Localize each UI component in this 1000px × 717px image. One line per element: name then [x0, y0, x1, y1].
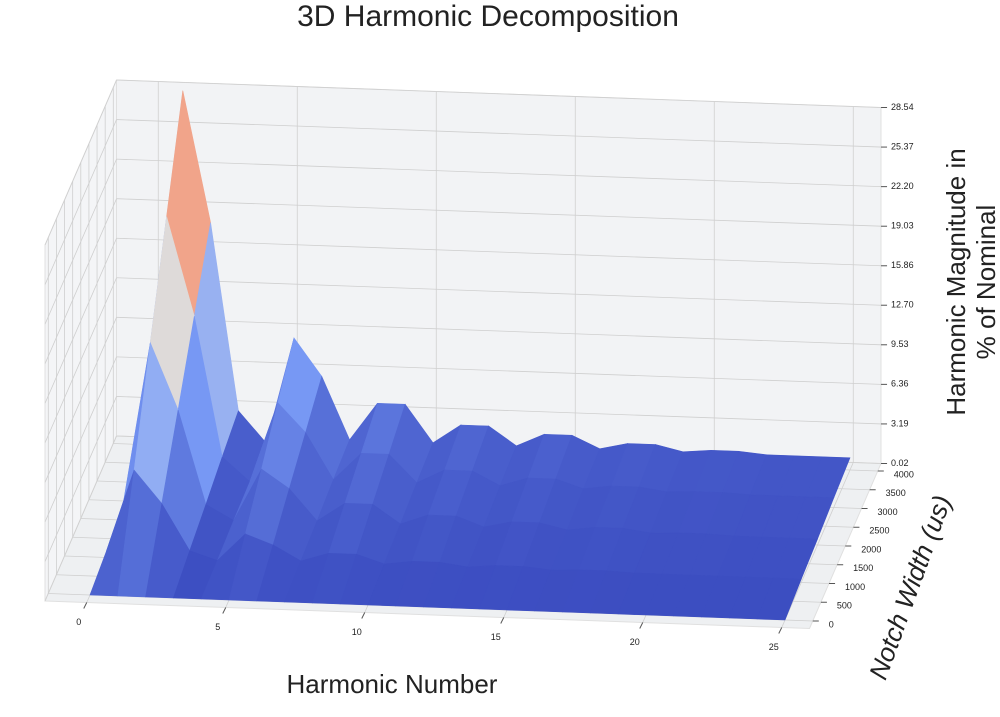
x-tick-label: 15 [491, 632, 501, 642]
chart-title: 3D Harmonic Decomposition [297, 0, 679, 33]
x-tick [500, 617, 505, 624]
y-tick-label: 2500 [869, 526, 889, 536]
x-tick-label: 20 [630, 637, 640, 647]
y-tick-label: 0 [829, 619, 834, 629]
grid-line [116, 158, 882, 188]
x-tick-label: 25 [769, 642, 779, 652]
grid-line [116, 198, 882, 227]
x-axis-label: Harmonic Number [287, 669, 498, 699]
z-tick-label: 25.37 [891, 141, 914, 151]
z-tick-label: 12.70 [891, 300, 914, 310]
z-tick-label: 0.02 [891, 458, 909, 468]
z-axis-label: Harmonic Magnitude in [941, 148, 971, 415]
grid-line [44, 317, 117, 483]
grid-line [116, 277, 882, 306]
y-tick-label: 500 [837, 601, 852, 611]
z-tick-label: 3.19 [891, 418, 909, 428]
z-axis-label: % of Nominal [971, 205, 1000, 360]
x-tick [83, 602, 88, 609]
y-tick-label: 1500 [853, 563, 873, 573]
grid-line [116, 79, 882, 108]
z-tick-label: 15.86 [891, 260, 914, 270]
y-tick-label: 3500 [886, 488, 906, 498]
grid-line [44, 277, 117, 443]
grid-line [116, 356, 882, 385]
y-axis-label: Notch Width (us) [863, 491, 957, 683]
grid-line [44, 435, 117, 602]
z-tick-label: 22.20 [891, 181, 914, 191]
z-tick-label: 28.54 [891, 102, 914, 112]
grid-line [116, 316, 882, 346]
grid-line [44, 119, 117, 285]
x-tick [361, 612, 366, 619]
y-tick-label: 3000 [878, 507, 898, 517]
surface-patch [756, 577, 802, 621]
z-tick-label: 19.03 [891, 221, 914, 231]
y-tick-label: 2000 [861, 544, 881, 554]
grid-line [44, 198, 117, 364]
x-tick [778, 627, 783, 634]
z-tick-label: 6.36 [891, 379, 909, 389]
grid-line [44, 158, 117, 325]
x-tick-label: 10 [352, 627, 362, 637]
x-tick-label: 5 [215, 622, 220, 632]
x-tick-label: 0 [76, 617, 81, 627]
grid-line [44, 79, 117, 246]
z-tick-label: 9.53 [891, 339, 909, 349]
grid-line [44, 238, 117, 404]
grid-line [44, 396, 117, 562]
y-tick-label: 1000 [845, 582, 865, 592]
grid-line [116, 119, 882, 148]
grid-line [116, 237, 882, 267]
grid-line [116, 396, 882, 425]
y-tick-label: 4000 [894, 469, 914, 479]
x-tick [222, 607, 227, 614]
x-tick [639, 622, 644, 629]
grid-line [44, 356, 117, 523]
